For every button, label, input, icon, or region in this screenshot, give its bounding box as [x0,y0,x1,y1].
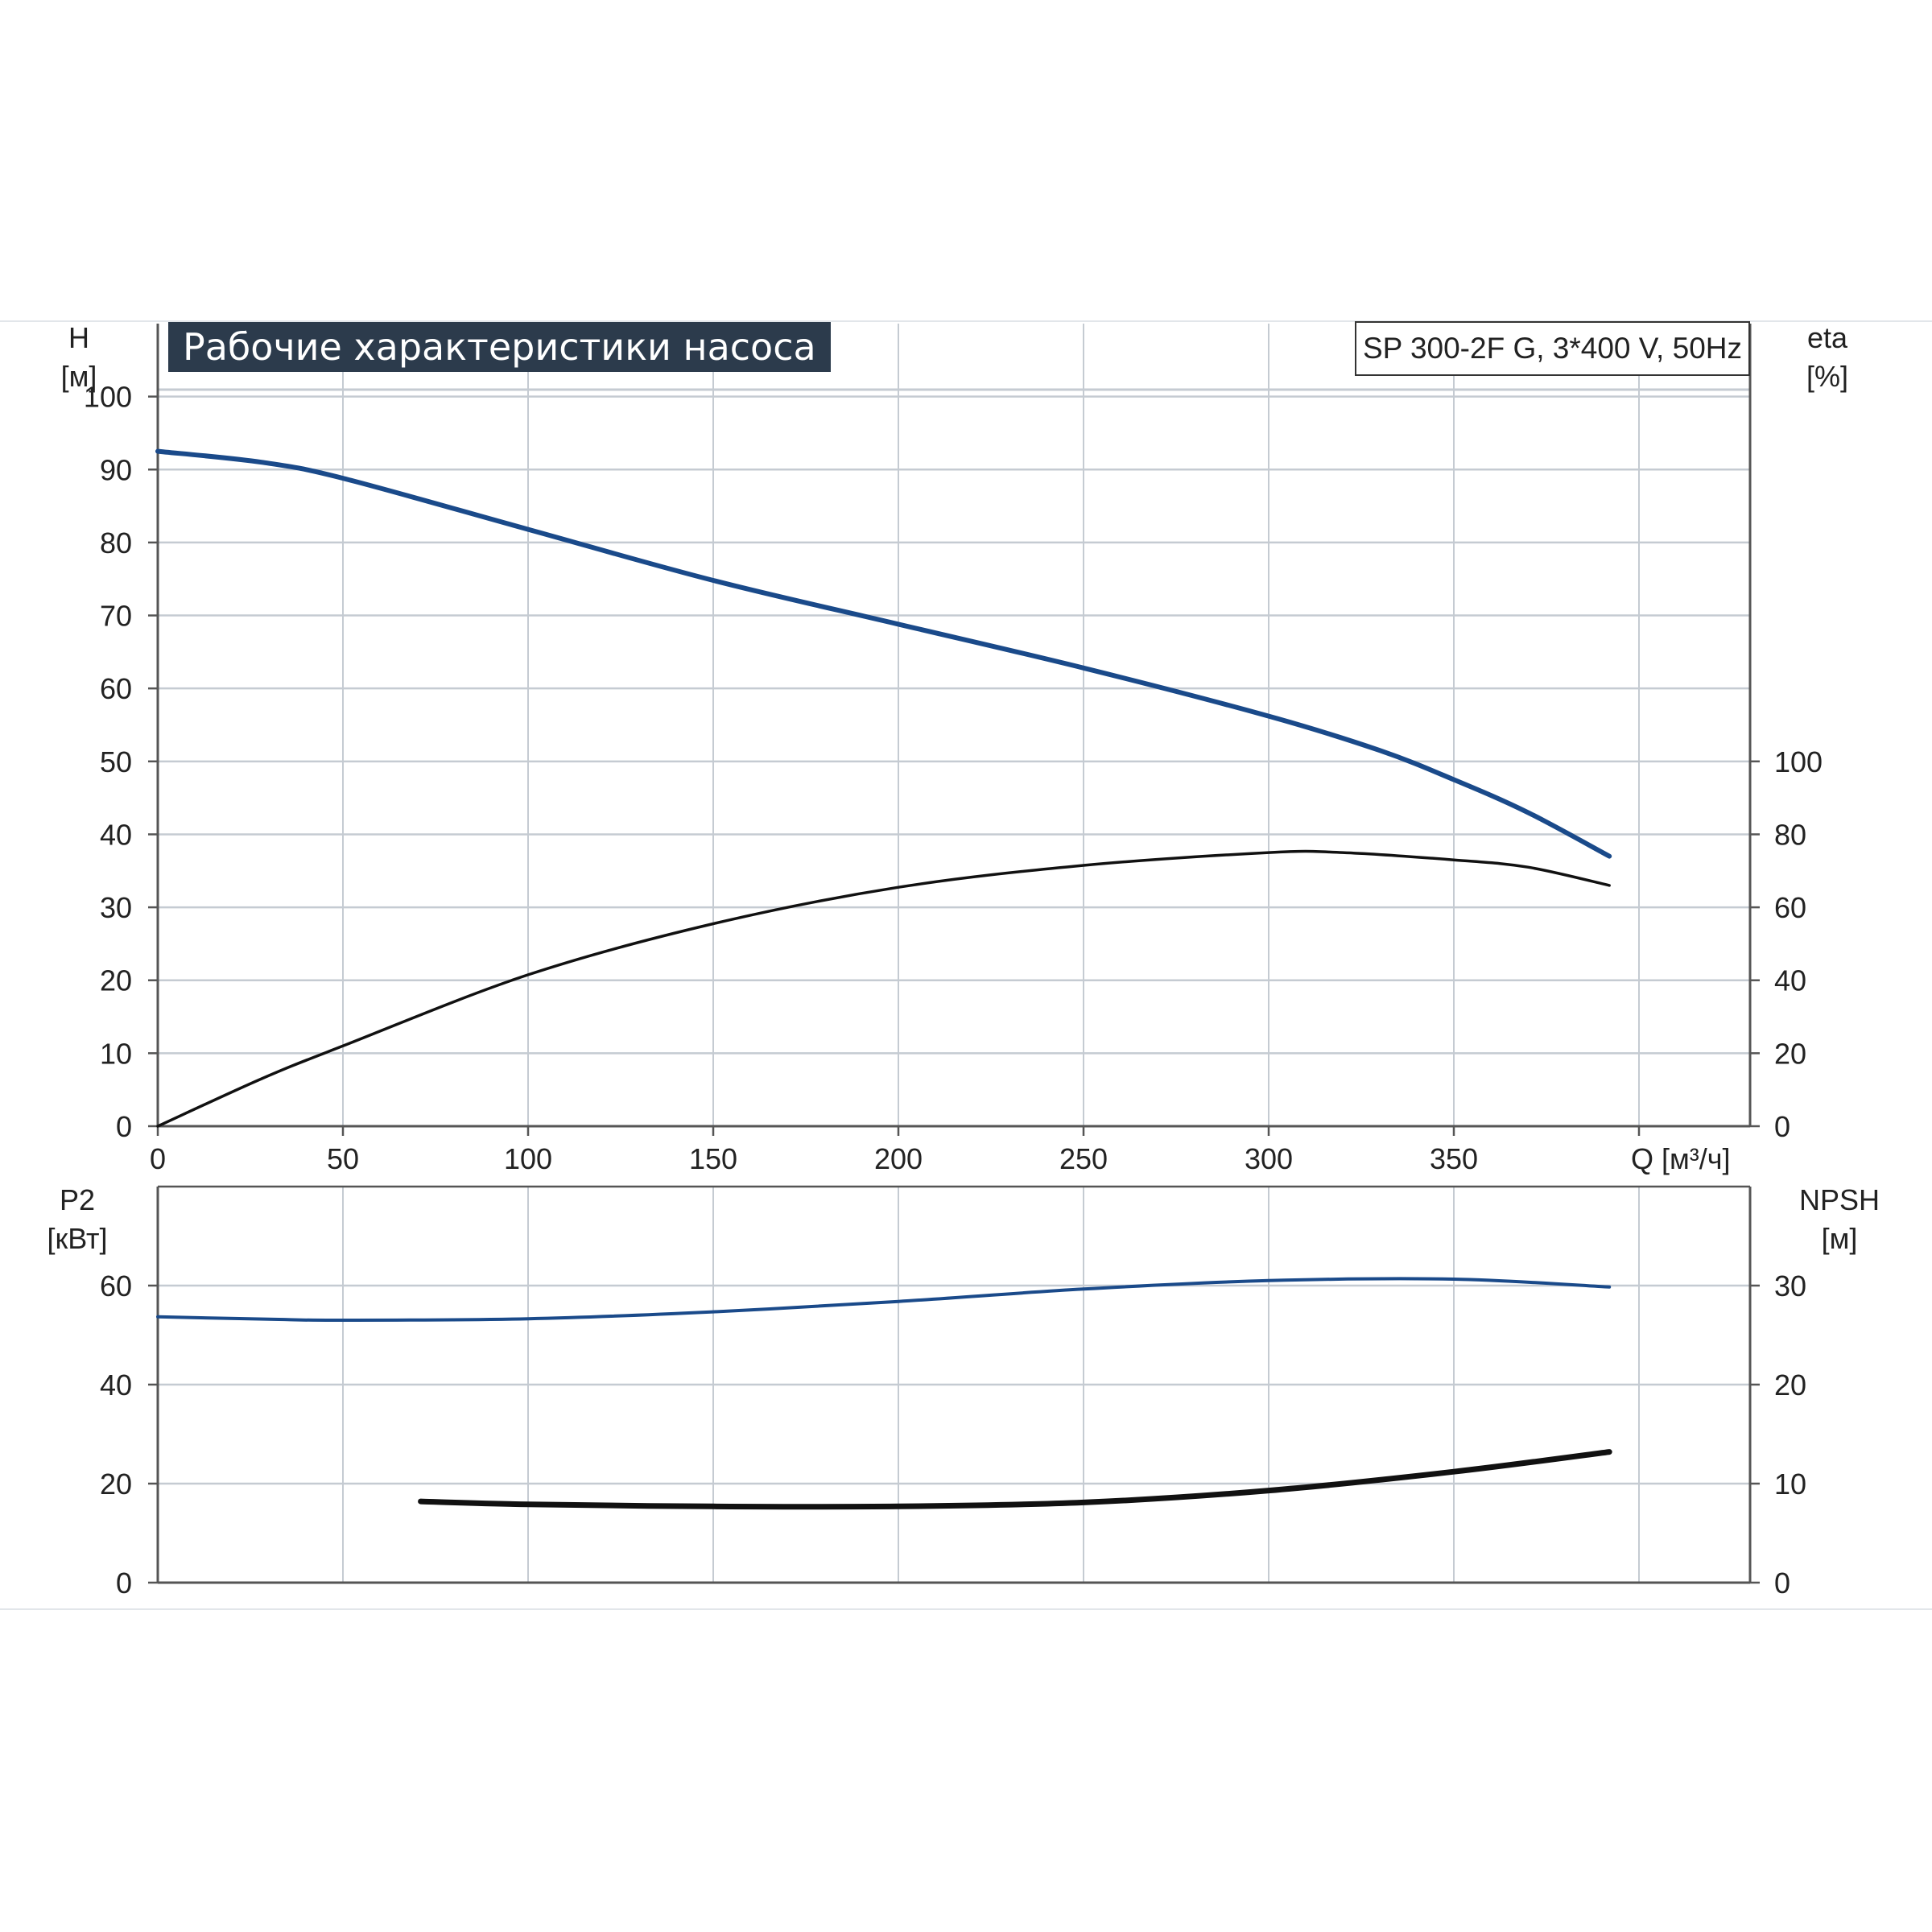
bottom-right-axis-title: NPSH [1799,1183,1880,1216]
bottom-separator [0,1608,1932,1610]
series-line-h [155,448,1612,859]
top-right-tick-label: 20 [1774,1037,1806,1070]
bottom-left-tick-label: 60 [100,1269,132,1302]
top-left-tick-label: 80 [100,526,132,559]
x-tick-label: 200 [874,1142,923,1175]
top-separator [0,320,1932,322]
x-tick-label: 250 [1059,1142,1108,1175]
top-right-tick-label: 100 [1774,745,1823,778]
x-tick-label: 300 [1245,1142,1293,1175]
bottom-left-tick-label: 0 [116,1567,132,1600]
bottom-right-tick-label: 10 [1774,1468,1806,1501]
chart-title: Рабочие характеристики насоса [168,322,831,372]
top-left-tick-label: 0 [116,1110,132,1143]
top-right-tick-label: 80 [1774,818,1806,851]
series-line-npsh [418,1449,1612,1510]
top-left-axis-title: H [68,321,89,354]
bottom-right-tick-label: 20 [1774,1368,1806,1402]
x-tick-label: 50 [327,1142,359,1175]
top-right-tick-label: 40 [1774,964,1806,997]
x-tick-label: 0 [150,1142,166,1175]
top-left-tick-label: 90 [100,453,132,486]
top-right-tick-label: 60 [1774,891,1806,924]
series-line-p2 [156,1277,1612,1323]
top-left-tick-label: 40 [100,818,132,851]
x-axis-label: Q [м³/ч] [1631,1142,1731,1175]
top-left-tick-label: 50 [100,745,132,778]
top-left-axis-unit: [м] [61,360,97,393]
top-right-tick-label: 0 [1774,1110,1790,1143]
series-line-eta [156,849,1611,1128]
top-left-tick-label: 10 [100,1037,132,1070]
bottom-left-tick-label: 20 [100,1468,132,1501]
top-left-tick-label: 100 [84,381,132,414]
top-left-tick-label: 30 [100,891,132,924]
bottom-left-tick-label: 40 [100,1368,132,1402]
pump-model-label: SP 300-2F G, 3*400 V, 50Hz [1354,321,1750,376]
bottom-right-tick-label: 0 [1774,1567,1790,1600]
x-tick-label: 100 [504,1142,552,1175]
bottom-left-axis-title: P2 [60,1183,95,1216]
x-tick-label: 150 [689,1142,737,1175]
top-left-tick-label: 20 [100,964,132,997]
top-left-tick-label: 60 [100,672,132,705]
top-right-axis-title: eta [1807,321,1848,354]
top-left-tick-label: 70 [100,600,132,633]
bottom-right-axis-unit: [м] [1822,1222,1858,1255]
top-right-axis-unit: [%] [1806,360,1848,393]
x-tick-label: 350 [1430,1142,1478,1175]
bottom-right-tick-label: 30 [1774,1269,1806,1302]
bottom-left-axis-unit: [кВт] [47,1222,107,1255]
